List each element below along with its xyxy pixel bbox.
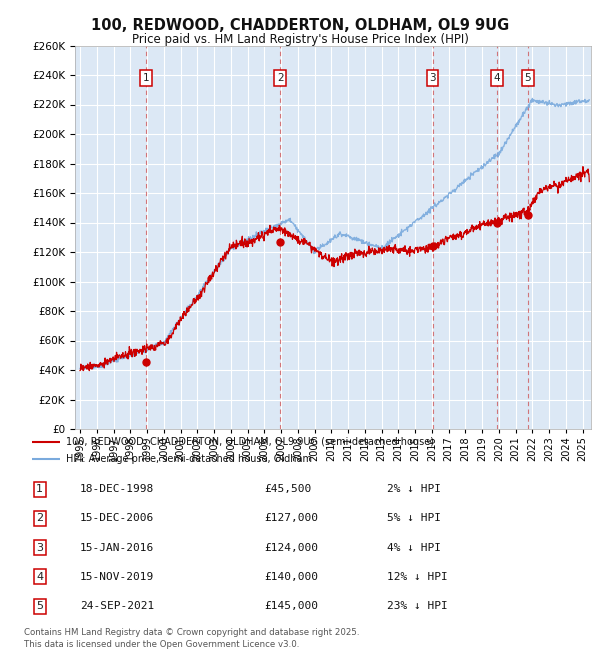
Text: 24-SEP-2021: 24-SEP-2021 — [80, 601, 154, 611]
Text: 1: 1 — [36, 484, 43, 494]
Text: 3: 3 — [36, 543, 43, 552]
Text: 15-JAN-2016: 15-JAN-2016 — [80, 543, 154, 552]
Text: £140,000: £140,000 — [264, 572, 318, 582]
Text: 15-NOV-2019: 15-NOV-2019 — [80, 572, 154, 582]
Text: Contains HM Land Registry data © Crown copyright and database right 2025.
This d: Contains HM Land Registry data © Crown c… — [24, 628, 359, 649]
Text: 3: 3 — [429, 73, 436, 83]
Text: 2% ↓ HPI: 2% ↓ HPI — [387, 484, 440, 494]
Text: £145,000: £145,000 — [264, 601, 318, 611]
Text: 4% ↓ HPI: 4% ↓ HPI — [387, 543, 440, 552]
Text: 5% ↓ HPI: 5% ↓ HPI — [387, 514, 440, 523]
Text: 5: 5 — [36, 601, 43, 611]
Text: 100, REDWOOD, CHADDERTON, OLDHAM, OL9 9UG (semi-detached house): 100, REDWOOD, CHADDERTON, OLDHAM, OL9 9U… — [66, 437, 434, 447]
Text: 2: 2 — [277, 73, 284, 83]
Text: HPI: Average price, semi-detached house, Oldham: HPI: Average price, semi-detached house,… — [66, 454, 312, 464]
Text: 12% ↓ HPI: 12% ↓ HPI — [387, 572, 448, 582]
Text: 100, REDWOOD, CHADDERTON, OLDHAM, OL9 9UG: 100, REDWOOD, CHADDERTON, OLDHAM, OL9 9U… — [91, 18, 509, 33]
Text: 18-DEC-1998: 18-DEC-1998 — [80, 484, 154, 494]
Text: £124,000: £124,000 — [264, 543, 318, 552]
Text: 5: 5 — [524, 73, 531, 83]
Text: 15-DEC-2006: 15-DEC-2006 — [80, 514, 154, 523]
Text: £45,500: £45,500 — [264, 484, 311, 494]
Text: 4: 4 — [36, 572, 43, 582]
Text: £127,000: £127,000 — [264, 514, 318, 523]
Text: Price paid vs. HM Land Registry's House Price Index (HPI): Price paid vs. HM Land Registry's House … — [131, 32, 469, 46]
Text: 2: 2 — [36, 514, 43, 523]
Text: 4: 4 — [494, 73, 500, 83]
Text: 1: 1 — [143, 73, 149, 83]
Text: 23% ↓ HPI: 23% ↓ HPI — [387, 601, 448, 611]
